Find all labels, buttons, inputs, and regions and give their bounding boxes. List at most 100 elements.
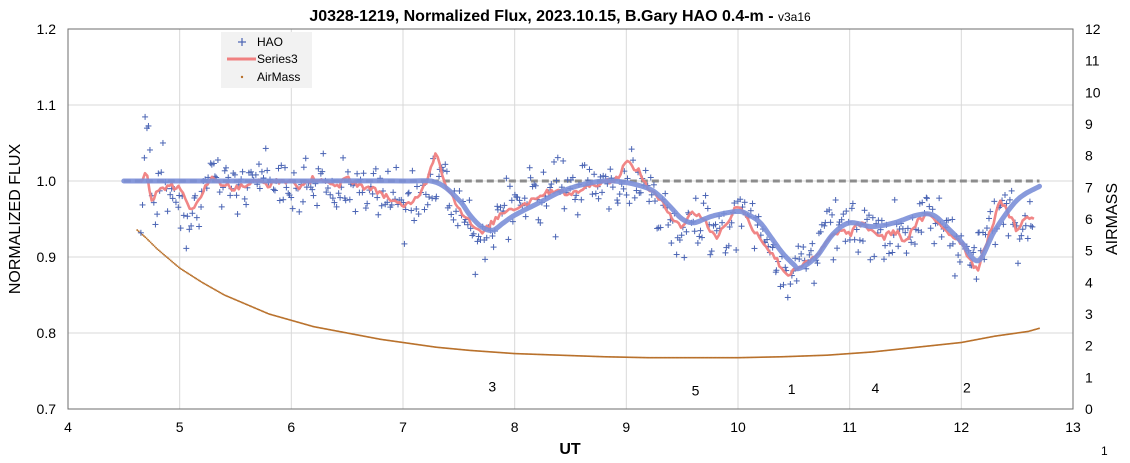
hao-point [665, 221, 672, 228]
airmass-point [652, 356, 654, 359]
airmass-point [790, 355, 792, 358]
airmass-point [244, 303, 247, 305]
airmass-point [626, 356, 629, 359]
hao-point [540, 169, 547, 176]
hao-point [175, 204, 182, 211]
hao-point [483, 234, 490, 241]
hao-point [454, 222, 461, 229]
hao-point [642, 167, 649, 174]
airmass-point [451, 347, 453, 350]
airmass-point [239, 301, 242, 303]
legend-series3-label: Series3 [257, 52, 298, 66]
airmass-point [991, 335, 993, 338]
hao-point [777, 283, 784, 290]
hao-point [319, 168, 326, 175]
hao-point [591, 171, 598, 178]
airmass-point [802, 355, 805, 357]
hao-point [421, 206, 428, 213]
airmass-point [344, 331, 346, 334]
hao-point [537, 219, 544, 226]
hao-point [949, 216, 956, 223]
airmass-point [707, 356, 709, 359]
airmass-point [594, 355, 597, 358]
airmass-point [724, 356, 727, 359]
airmass-point [876, 350, 878, 353]
airmass-point [655, 356, 657, 359]
hao-point [218, 203, 225, 210]
airmass-point [648, 356, 650, 359]
airmass-point [283, 317, 286, 320]
airmass-point [531, 353, 534, 356]
hao-point [1018, 232, 1025, 239]
hao-point [855, 249, 862, 256]
airmass-point [972, 339, 975, 342]
airmass-point [680, 356, 683, 359]
airmass-point [559, 354, 562, 357]
airmass-point [145, 237, 148, 240]
airmass-point [905, 347, 908, 350]
hao-point [233, 192, 240, 199]
airmass-point [263, 311, 266, 313]
airmass-point [214, 288, 216, 291]
airmass-point [941, 343, 944, 346]
hao-point [864, 216, 871, 223]
airmass-point [152, 244, 155, 246]
hao-point [227, 192, 234, 199]
airmass-point [459, 348, 461, 351]
airmass-point [730, 356, 732, 359]
airmass-point [535, 353, 538, 356]
hao-point [652, 198, 659, 205]
airmass-point [990, 336, 992, 338]
airmass-point [305, 323, 307, 326]
airmass-point [783, 355, 786, 358]
airmass-point [814, 354, 817, 357]
hao-point [1024, 235, 1031, 242]
airmass-point [421, 344, 424, 347]
hao-point [288, 194, 295, 201]
airmass-point [369, 336, 372, 339]
hao-point [192, 192, 199, 199]
hao-point [278, 162, 285, 169]
airmass-point [897, 348, 900, 350]
airmass-point [691, 356, 693, 359]
airmass-point [768, 356, 771, 358]
hao-point [169, 195, 176, 202]
airmass-point [1018, 331, 1020, 334]
airmass-point [507, 352, 510, 354]
annotation-3: 3 [488, 379, 496, 395]
airmass-point [629, 356, 632, 359]
airmass-point [841, 353, 843, 355]
airmass-point [567, 354, 570, 357]
airmass-point [636, 356, 638, 359]
airmass-point [983, 337, 985, 339]
airmass-point [994, 335, 996, 337]
legend-airmass-label: AirMass [257, 70, 300, 84]
airmass-point [495, 351, 498, 354]
airmass-point [977, 338, 980, 341]
airmass-point [687, 356, 689, 359]
airmass-point [980, 337, 983, 340]
x-tick-label: 9 [622, 419, 630, 435]
airmass-point [487, 350, 490, 353]
airmass-point [230, 297, 232, 299]
airmass-point [740, 356, 743, 359]
airmass-point [837, 353, 839, 356]
hao-point [572, 196, 579, 203]
airmass-point [727, 356, 729, 359]
airmass-point [341, 331, 344, 333]
airmass-point [317, 326, 319, 329]
airmass-point [259, 309, 262, 312]
airmass-point [1035, 328, 1038, 330]
airmass-point [380, 338, 382, 341]
airmass-point [917, 346, 920, 348]
airmass-point [601, 355, 604, 358]
airmass-point [563, 354, 566, 357]
airmass-point [436, 346, 439, 349]
airmass-point [699, 356, 701, 359]
hao-point [796, 256, 803, 263]
airmass-point [793, 355, 795, 358]
airmass-point [628, 356, 630, 359]
airmass-point [456, 348, 459, 351]
airmass-point [190, 274, 192, 277]
airmass-point [248, 305, 251, 307]
